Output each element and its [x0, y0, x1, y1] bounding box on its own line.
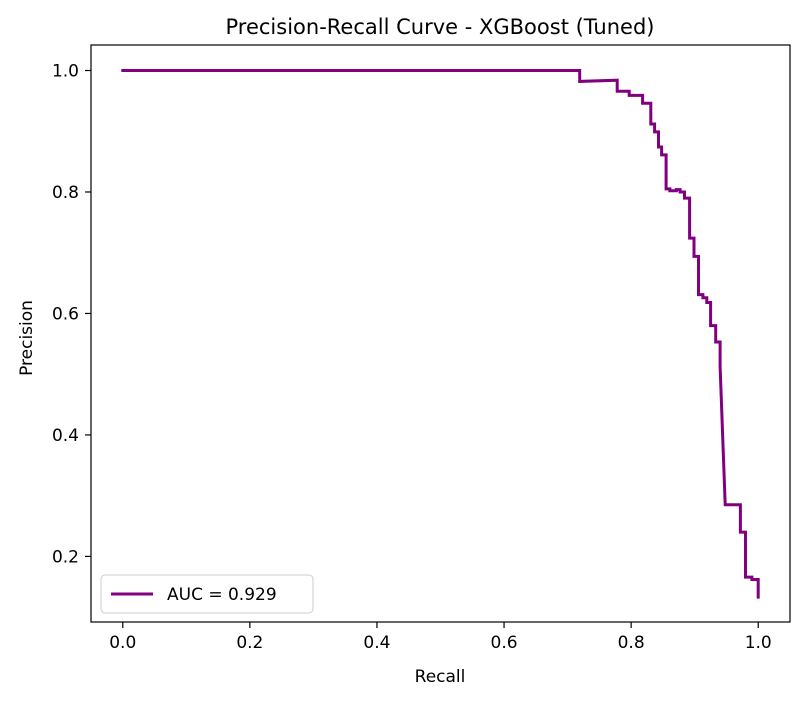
x-axis-label: Recall — [415, 667, 466, 687]
y-axis-label: Precision — [17, 300, 37, 376]
x-tick-label: 0.2 — [236, 633, 263, 653]
x-tick-label: 0.0 — [109, 633, 136, 653]
y-tick-label: 0.4 — [52, 426, 79, 446]
y-tick-label: 0.6 — [52, 304, 79, 324]
x-tick-label: 1.0 — [745, 633, 772, 653]
y-tick-label: 0.8 — [52, 183, 79, 203]
x-tick-label: 0.8 — [618, 633, 645, 653]
legend-label: AUC = 0.929 — [167, 585, 277, 605]
y-tick-label: 1.0 — [52, 62, 79, 82]
chart-title: Precision-Recall Curve - XGBoost (Tuned) — [226, 15, 655, 39]
axes-frame — [90, 44, 791, 623]
x-tick-label: 0.4 — [363, 633, 390, 653]
legend-box — [100, 574, 314, 614]
y-tick-label: 0.2 — [52, 547, 79, 567]
series-line-0 — [121, 69, 760, 599]
plot-area: 0.0 0.2 0.4 0.6 0.8 1.0 0.2 0.4 0.6 0.8 1.0 AUC = 0… — [52, 44, 791, 653]
x-tick-label: 0.6 — [491, 633, 518, 653]
